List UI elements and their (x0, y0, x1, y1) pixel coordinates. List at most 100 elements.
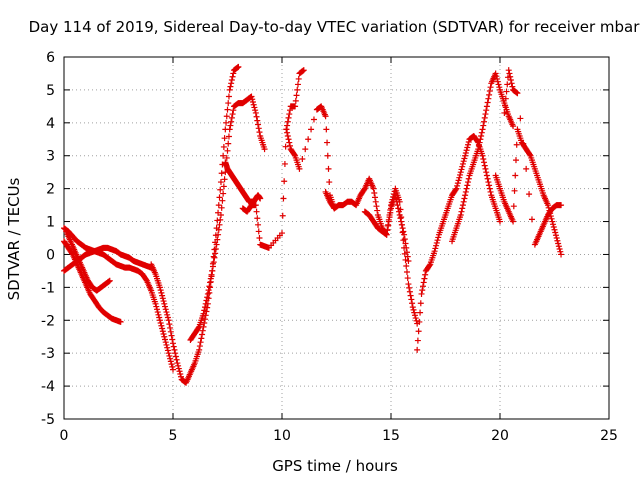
data-point (396, 211, 403, 218)
data-point (296, 165, 303, 172)
data-point (310, 116, 317, 123)
data-point (217, 186, 224, 193)
data-point (229, 111, 236, 118)
data-point (323, 126, 330, 133)
data-point (292, 103, 299, 110)
data-point (395, 208, 402, 215)
y-tick-label: 5 (46, 83, 55, 99)
data-point (478, 132, 485, 139)
data-point (256, 235, 263, 241)
data-point (226, 86, 233, 93)
data-point (453, 185, 460, 192)
data-point (255, 121, 262, 128)
data-point (217, 216, 224, 223)
x-axis-label: GPS time / hours (272, 457, 398, 475)
data-point (253, 113, 260, 120)
data-point (386, 214, 393, 221)
data-point (486, 88, 493, 95)
data-point (409, 300, 416, 307)
data-point (511, 187, 518, 194)
data-point (162, 339, 169, 346)
grid-lines (64, 57, 609, 419)
data-point (485, 179, 492, 186)
data-point (229, 73, 236, 80)
data-point (526, 191, 533, 198)
data-point (461, 155, 468, 162)
data-point (227, 122, 234, 129)
data-point (251, 104, 258, 111)
data-point (412, 315, 419, 322)
data-point (201, 304, 208, 311)
data-point (299, 156, 306, 163)
data-point (463, 147, 470, 154)
data-point (405, 281, 412, 288)
series-I (283, 103, 338, 212)
data-point (159, 292, 166, 299)
data-point (255, 228, 262, 235)
data-point (170, 340, 176, 347)
data-point (162, 336, 169, 343)
data-point (558, 202, 565, 209)
data-point (510, 123, 517, 130)
data-point (465, 179, 472, 186)
data-point (284, 118, 291, 125)
series-B (61, 238, 124, 325)
data-point (176, 368, 183, 375)
data-point (506, 70, 513, 77)
data-point (402, 256, 409, 263)
data-point (205, 287, 212, 294)
data-point (476, 139, 483, 146)
data-point (479, 152, 486, 159)
y-tick-label: -5 (41, 412, 55, 428)
data-point (426, 262, 433, 269)
data-point (550, 224, 557, 231)
data-point (305, 136, 312, 143)
data-point (284, 132, 291, 139)
data-point (177, 373, 184, 380)
data-point (157, 320, 164, 327)
data-point (418, 290, 425, 297)
data-point (177, 371, 184, 378)
data-point (371, 190, 378, 197)
data-point (293, 92, 300, 99)
data-point (459, 160, 466, 167)
data-point (168, 332, 175, 339)
data-point (415, 328, 422, 335)
data-point (252, 109, 259, 116)
data-point (401, 231, 408, 238)
data-point (403, 262, 410, 269)
data-point (407, 292, 414, 299)
data-point (481, 159, 488, 166)
data-point (207, 275, 214, 282)
data-point (117, 318, 124, 325)
y-tick-label: 1 (46, 215, 55, 231)
data-point (170, 343, 177, 350)
data-point (225, 133, 232, 140)
data-point (281, 178, 288, 185)
axis-ticks: 0 5 10 15 20 25 -5 -4 -3 -2 -1 0 1 2 3 4 5 6 (41, 50, 618, 444)
data-point (465, 175, 472, 182)
data-point (215, 231, 222, 238)
data-point (383, 231, 390, 238)
data-point (225, 93, 232, 100)
data-point (484, 99, 491, 106)
data-point (196, 343, 203, 350)
data-point (284, 122, 291, 129)
data-point (160, 330, 167, 337)
data-point (172, 350, 179, 357)
data-point (393, 198, 400, 205)
data-point (224, 147, 231, 154)
data-point (528, 216, 535, 223)
data-point (165, 350, 172, 357)
data-point (414, 346, 421, 353)
data-point (257, 195, 264, 202)
y-tick-label: 3 (46, 149, 55, 165)
data-point (393, 195, 400, 202)
y-axis-label: SDTVAR / TECUs (5, 177, 23, 300)
data-point (459, 205, 466, 212)
data-point (202, 300, 209, 307)
data-point (249, 96, 256, 103)
series-M (449, 70, 517, 245)
data-point (504, 81, 511, 88)
data-point (224, 106, 231, 113)
